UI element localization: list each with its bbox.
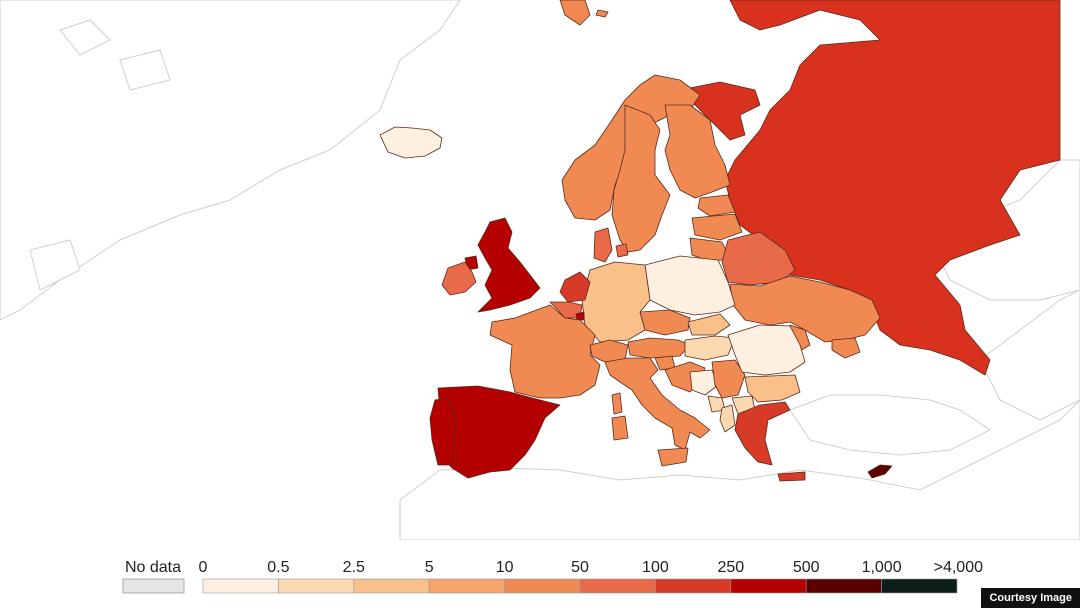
country-ireland xyxy=(441,261,477,296)
country-sweden xyxy=(611,104,671,253)
country-svalbard-small xyxy=(595,9,609,18)
legend-swatch-3 xyxy=(428,578,505,594)
country-germany xyxy=(581,261,651,343)
country-denmark xyxy=(593,227,613,263)
country-united-kingdom xyxy=(477,217,541,313)
country-ukraine-crimea xyxy=(831,337,861,359)
country-cyprus xyxy=(867,464,893,479)
country-bosnia xyxy=(689,369,719,396)
country-italy xyxy=(604,357,711,451)
legend-swatch-0 xyxy=(202,578,279,594)
legend-swatch-1 xyxy=(278,578,355,594)
image-credit: Courtesy Image xyxy=(981,588,1080,608)
country-france-corsica xyxy=(611,392,623,415)
country-bulgaria xyxy=(744,374,801,403)
country-france xyxy=(489,304,601,399)
country-finland xyxy=(664,104,731,199)
legend-tick-label: 1,000 xyxy=(862,559,902,576)
legend-swatch-8 xyxy=(805,578,882,594)
country-austria xyxy=(627,337,691,359)
country-russia xyxy=(724,0,1061,376)
legend-color-scale xyxy=(202,578,958,594)
country-italy-sicily xyxy=(657,447,689,467)
legend-tick-label: 250 xyxy=(717,559,744,576)
country-slovakia xyxy=(687,313,731,336)
country-romania xyxy=(727,324,806,376)
legend-no-data-label: No data xyxy=(125,559,181,576)
europe-choropleth-map xyxy=(0,0,1080,540)
country-lithuania xyxy=(689,237,731,263)
legend-tick-label: 100 xyxy=(642,559,669,576)
country-iceland xyxy=(379,126,443,159)
country-netherlands xyxy=(559,271,591,303)
country-spain xyxy=(437,385,561,479)
legend-tick-labels: 0 0.5 2.5 5 10 50 100 250 500 1,000 >4,000 xyxy=(199,559,984,576)
legend-swatch-4 xyxy=(504,578,581,594)
country-portugal xyxy=(429,397,456,466)
country-greece-crete xyxy=(777,471,806,482)
legend-swatch-2 xyxy=(353,578,430,594)
map-legend: No data 0 0.5 2.5 5 10 50 100 250 500 1,000 >4,000 xyxy=(122,559,984,594)
legend-tick-label: 50 xyxy=(571,559,589,576)
legend-swatch-9 xyxy=(881,578,958,594)
country-luxembourg xyxy=(575,311,585,321)
legend-tick-label: >4,000 xyxy=(934,559,983,576)
country-czechia xyxy=(639,309,691,336)
background-landmasses xyxy=(0,0,1080,540)
legend-tick-label: 0.5 xyxy=(267,559,289,576)
country-poland xyxy=(644,255,736,316)
country-ukraine xyxy=(729,275,881,343)
country-hungary xyxy=(684,335,736,361)
country-russia-kola xyxy=(679,81,761,141)
country-albania xyxy=(719,404,736,433)
legend-no-data-swatch xyxy=(122,578,185,594)
country-italy-sardinia xyxy=(611,415,629,441)
country-latvia xyxy=(691,213,743,241)
legend-tick-label: 0 xyxy=(199,559,208,576)
legend-tick-label: 2.5 xyxy=(343,559,365,576)
country-estonia xyxy=(697,194,736,217)
legend-swatch-7 xyxy=(730,578,807,594)
legend-tick-label: 5 xyxy=(425,559,434,576)
legend-swatch-5 xyxy=(579,578,656,594)
country-serbia xyxy=(711,359,746,399)
legend-tick-label: 10 xyxy=(496,559,514,576)
country-denmark-island xyxy=(615,243,629,258)
legend-tick-label: 500 xyxy=(793,559,820,576)
country-svalbard xyxy=(559,0,591,26)
legend-swatch-6 xyxy=(655,578,732,594)
country-greece xyxy=(734,401,791,466)
